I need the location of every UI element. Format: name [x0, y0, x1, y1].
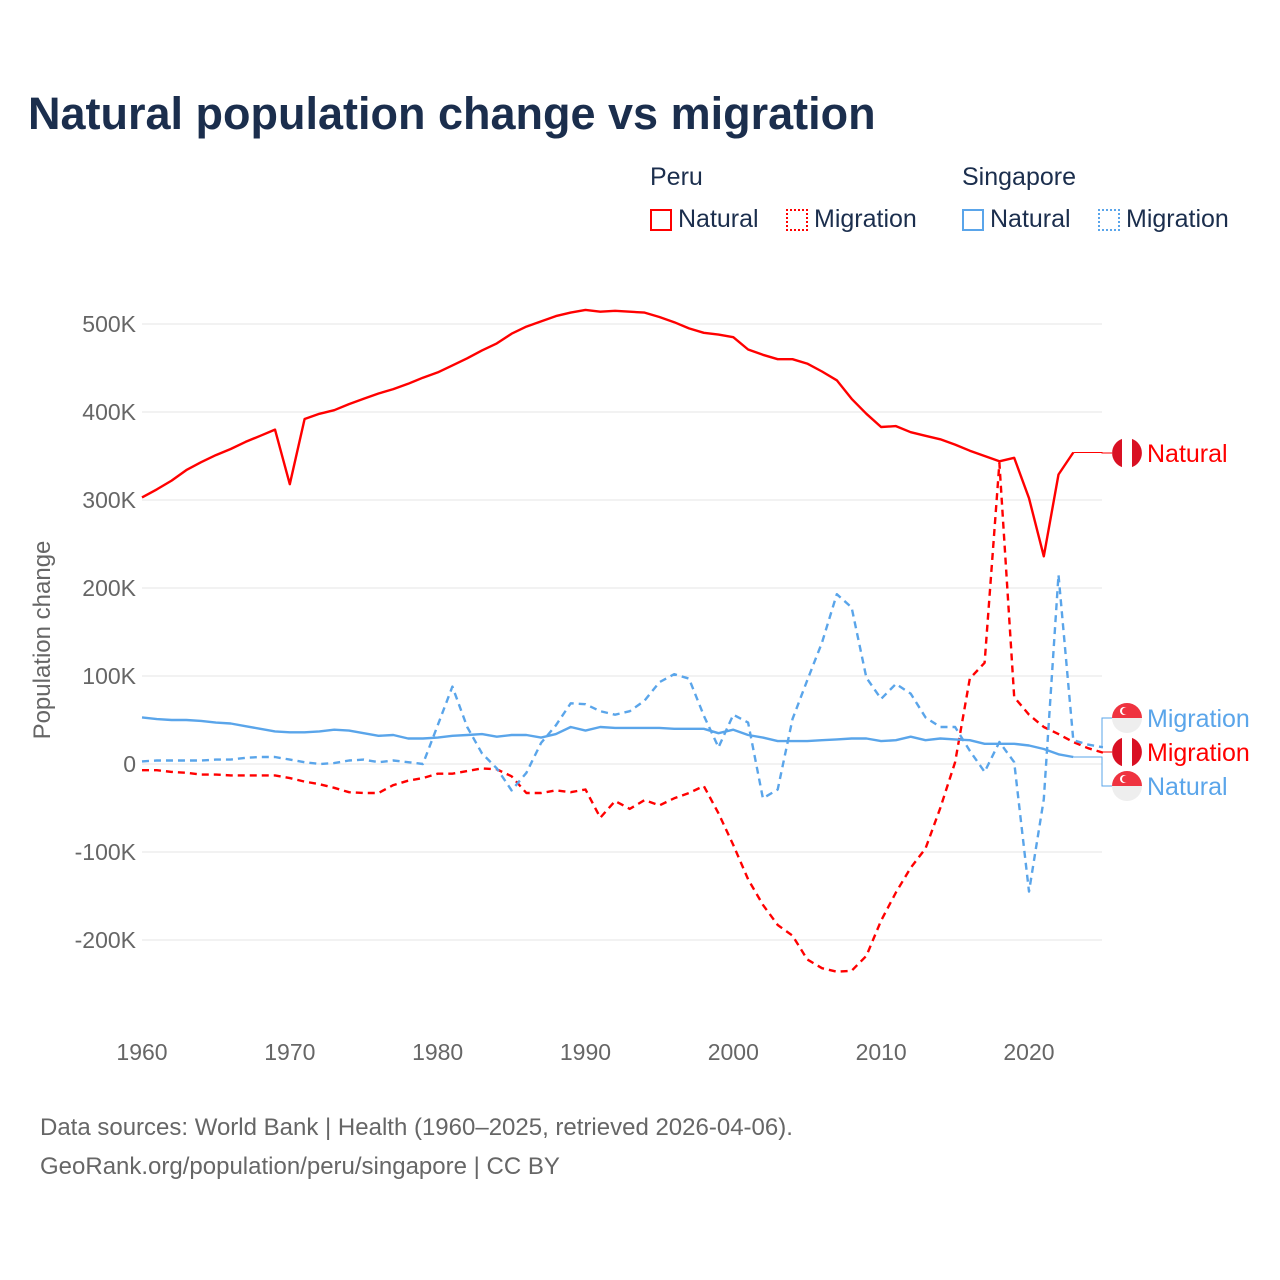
source-note: Data sources: World Bank | Health (1960–…	[40, 1108, 793, 1186]
legend-singapore-natural[interactable]: Natural	[962, 205, 1071, 234]
end-label-singapore-natural: Natural	[1147, 773, 1228, 801]
end-label-singapore-migration: Migration	[1147, 705, 1250, 733]
legend-label: Migration	[1126, 205, 1229, 233]
crescent-icon	[1122, 775, 1129, 783]
end-label-peru-natural: Natural	[1147, 440, 1228, 468]
y-tick-label: -200K	[75, 927, 137, 953]
label-leader-line	[1101, 717, 1112, 748]
x-tick-label: 2000	[708, 1039, 759, 1065]
source-line: Data sources: World Bank | Health (1960–…	[40, 1114, 793, 1141]
x-tick-label: 1970	[264, 1039, 315, 1065]
series-line-singapore-migration	[141, 573, 1104, 893]
peru-flag-icon	[1132, 438, 1142, 468]
series-line-peru-natural	[141, 308, 1075, 558]
chart-title: Natural population change vs migration	[28, 88, 876, 139]
y-tick-label: 300K	[82, 487, 136, 513]
y-axis-label: Population change	[29, 541, 56, 740]
y-tick-label: -100K	[75, 839, 137, 865]
legend-group-singapore: Singapore	[962, 163, 1076, 191]
peru-flag-icon	[1112, 438, 1122, 468]
x-tick-label: 1980	[412, 1039, 463, 1065]
solid-swatch-icon	[650, 208, 672, 231]
legend-peru-natural[interactable]: Natural	[650, 205, 759, 234]
dotted-swatch-icon	[786, 208, 808, 231]
x-tick-label: 1990	[560, 1039, 611, 1065]
label-leader-line	[1073, 451, 1112, 454]
y-tick-label: 0	[123, 751, 136, 777]
label-leader-line	[1101, 751, 1112, 754]
source-link[interactable]: GeoRank.org/population/peru/singapore | …	[40, 1153, 560, 1180]
legend-singapore-migration[interactable]: Migration	[1098, 205, 1229, 234]
series-line-peru-migration	[142, 461, 1104, 973]
x-tick-label: 2020	[1003, 1039, 1054, 1065]
x-tick-label: 2010	[856, 1039, 907, 1065]
end-label-peru-migration: Migration	[1147, 739, 1250, 767]
legend-label: Natural	[678, 205, 759, 233]
x-tick-label: 1960	[116, 1039, 167, 1065]
solid-swatch-icon	[962, 208, 984, 231]
y-tick-label: 100K	[82, 663, 136, 689]
y-tick-label: 200K	[82, 575, 136, 601]
legend-group-peru: Peru	[650, 163, 703, 191]
peru-flag-icon	[1132, 737, 1142, 767]
legend-peru-migration[interactable]: Migration	[786, 205, 917, 234]
crescent-icon	[1122, 707, 1129, 715]
peru-flag-icon	[1112, 737, 1122, 767]
label-leader-line	[1073, 756, 1112, 787]
legend-label: Migration	[814, 205, 917, 233]
dotted-swatch-icon	[1098, 208, 1120, 231]
series-line-singapore-natural	[141, 716, 1074, 759]
y-tick-label: 400K	[82, 399, 136, 425]
legend-label: Natural	[990, 205, 1071, 233]
y-tick-label: 500K	[82, 311, 136, 337]
